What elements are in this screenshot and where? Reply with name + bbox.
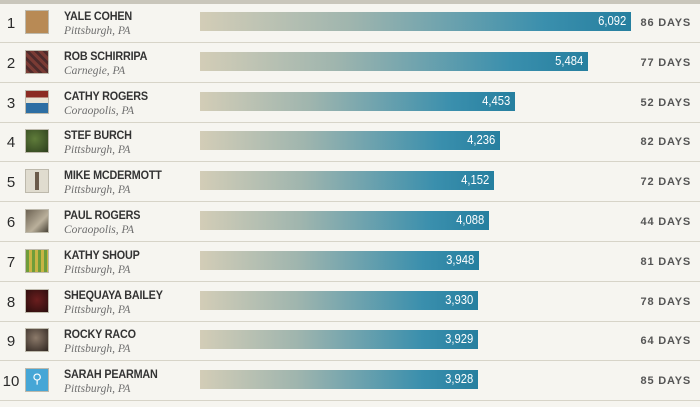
days-count: 64 DAYS <box>640 335 691 348</box>
days-count: 81 DAYS <box>640 255 691 268</box>
rider-name: STEF BURCH <box>64 128 132 143</box>
days-count: 86 DAYS <box>640 17 691 29</box>
avatar <box>25 169 49 194</box>
rider-location: Pittsburgh, PA <box>64 383 131 396</box>
rank-number: 5 <box>6 174 16 192</box>
bar-value-label: 5,484 <box>554 53 583 68</box>
bar-value-label: 3,930 <box>444 292 473 307</box>
value-bar: 5,484 <box>200 51 588 71</box>
avatar <box>25 248 49 273</box>
rider-location: Pittsburgh, PA <box>64 144 131 157</box>
avatar: ⚲ <box>25 368 49 393</box>
leaderboard-row: 10 ⚲ SARAH PEARMAN Pittsburgh, PA 3,928 85 DA… <box>0 362 700 402</box>
value-bar: 6,092 <box>200 12 631 31</box>
rank-number: 1 <box>6 15 16 32</box>
value-bar: 3,928 <box>200 370 478 390</box>
rank-number: 9 <box>6 333 16 351</box>
rider-location: Pittsburgh, PA <box>64 184 131 197</box>
avatar <box>25 129 49 154</box>
leaderboard-row: 5 MIKE MCDERMOTT Pittsburgh, PA 4,152 72 DAY… <box>0 163 700 203</box>
leaderboard-row: 3 CATHY ROGERS Coraopolis, PA 4,453 52 DAYS <box>0 84 700 123</box>
value-bar: 3,948 <box>200 250 479 270</box>
rider-location: Carnegie, PA <box>64 64 126 77</box>
leaderboard-row: 4 STEF BURCH Pittsburgh, PA 4,236 82 DAYS <box>0 123 700 163</box>
leaderboard-row: 2 ROB SCHIRRIPA Carnegie, PA 5,484 77 DAYS <box>0 44 700 83</box>
rider-name: YALE COHEN <box>64 9 133 23</box>
bar-value-label: 4,152 <box>460 173 489 188</box>
rank-number: 6 <box>6 214 16 231</box>
avatar <box>25 328 49 353</box>
value-bar: 3,929 <box>200 330 478 350</box>
rider-location: Pittsburgh, PA <box>64 303 131 316</box>
value-bar: 4,088 <box>200 211 489 230</box>
value-bar: 4,152 <box>200 171 494 191</box>
rider-location: Coraopolis, PA <box>64 224 135 236</box>
avatar <box>25 49 49 74</box>
rank-number: 10 <box>2 373 20 391</box>
leaderboard-row: 6 PAUL ROGERS Coraopolis, PA 4,088 44 DAYS <box>0 203 700 242</box>
bar-value-label: 3,929 <box>444 332 473 347</box>
leaderboard-row: 7 KATHY SHOUP Pittsburgh, PA 3,948 81 DAYS <box>0 243 700 282</box>
rider-name: ROCKY RACO <box>64 327 136 342</box>
bar-value-label: 6,092 <box>597 14 626 28</box>
rank-number: 3 <box>6 94 16 112</box>
rank-number: 4 <box>6 134 16 152</box>
rider-location: Pittsburgh, PA <box>64 343 131 356</box>
rider-name: PAUL ROGERS <box>64 208 141 222</box>
avatar <box>25 209 49 233</box>
avatar <box>25 288 49 313</box>
bar-value-label: 4,236 <box>466 133 495 148</box>
bicycle-icon: ⚲ <box>32 372 42 388</box>
days-count: 78 DAYS <box>640 295 691 308</box>
leaderboard-row: 9 ROCKY RACO Pittsburgh, PA 3,929 64 DAYS <box>0 322 700 362</box>
days-count: 82 DAYS <box>640 136 691 149</box>
value-bar: 4,453 <box>200 91 515 111</box>
bar-value-label: 4,453 <box>481 93 510 108</box>
days-count: 44 DAYS <box>640 216 691 228</box>
days-count: 52 DAYS <box>640 96 691 109</box>
leaderboard-row: 8 SHEQUAYA BAILEY Pittsburgh, PA 3,930 78 DA… <box>0 283 700 322</box>
days-count: 72 DAYS <box>640 176 691 189</box>
leaderboard-row: 1 YALE COHEN Pittsburgh, PA 6,092 86 DAYS <box>0 4 700 43</box>
bar-value-label: 4,088 <box>455 213 484 227</box>
days-count: 85 DAYS <box>640 375 691 388</box>
avatar <box>25 89 49 114</box>
rank-number: 2 <box>6 54 16 72</box>
bar-value-label: 3,948 <box>445 252 474 267</box>
value-bar: 4,236 <box>200 131 500 151</box>
rider-location: Pittsburgh, PA <box>64 263 131 276</box>
rider-name: KATHY SHOUP <box>64 247 140 262</box>
rider-name: ROB SCHIRRIPA <box>64 48 148 63</box>
rider-name: SARAH PEARMAN <box>64 367 158 382</box>
rank-number: 8 <box>6 293 16 311</box>
rider-name: CATHY ROGERS <box>64 88 148 103</box>
rider-name: SHEQUAYA BAILEY <box>64 287 163 302</box>
bar-value-label: 3,928 <box>444 372 473 387</box>
rider-name: MIKE MCDERMOTT <box>64 168 162 183</box>
rank-number: 7 <box>6 253 16 271</box>
rider-location: Coraopolis, PA <box>64 104 135 117</box>
avatar <box>25 10 49 34</box>
days-count: 77 DAYS <box>640 56 691 69</box>
rider-location: Pittsburgh, PA <box>64 25 131 37</box>
value-bar: 3,930 <box>200 290 478 310</box>
